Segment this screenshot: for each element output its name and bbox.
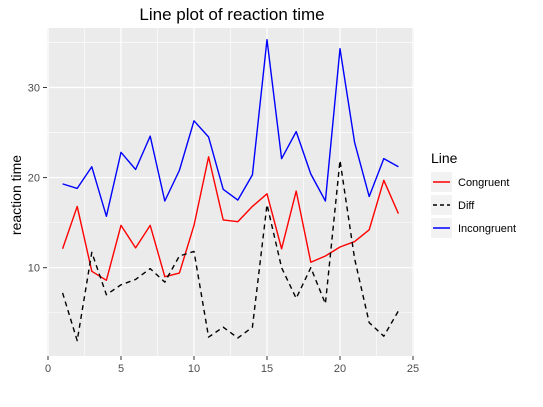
series-lines	[61, 39, 400, 342]
legend-label-diff: Diff	[458, 200, 475, 212]
y-axis: 10 20 30	[28, 82, 47, 275]
x-tick-label: 0	[45, 363, 51, 375]
grid-major-lines	[47, 28, 414, 356]
series-line-diff	[61, 159, 400, 342]
y-tick-label: 30	[28, 82, 40, 94]
legend-label-congruent: Congruent	[458, 177, 509, 189]
x-tick-label: 20	[334, 363, 346, 375]
grid-minor-lines	[47, 28, 414, 356]
x-tick-label: 10	[188, 363, 200, 375]
x-tick-label: 25	[407, 363, 419, 375]
x-tick-label: 5	[118, 363, 124, 375]
y-tick-label: 20	[28, 173, 40, 185]
series-line-congruent	[61, 156, 400, 282]
chart-title: Line plot of reaction time	[139, 5, 324, 24]
legend-title: Line	[431, 150, 458, 166]
series-line-incongruent	[62, 39, 399, 218]
y-tick-label: 10	[28, 263, 40, 275]
y-axis-title: reaction time	[8, 155, 24, 235]
x-tick-label: 15	[261, 363, 273, 375]
legend: Line Congruent Diff Incongruent	[431, 150, 516, 238]
legend-label-incongruent: Incongruent	[458, 223, 516, 235]
x-axis: 0 5 10 15 20 25	[45, 356, 419, 375]
